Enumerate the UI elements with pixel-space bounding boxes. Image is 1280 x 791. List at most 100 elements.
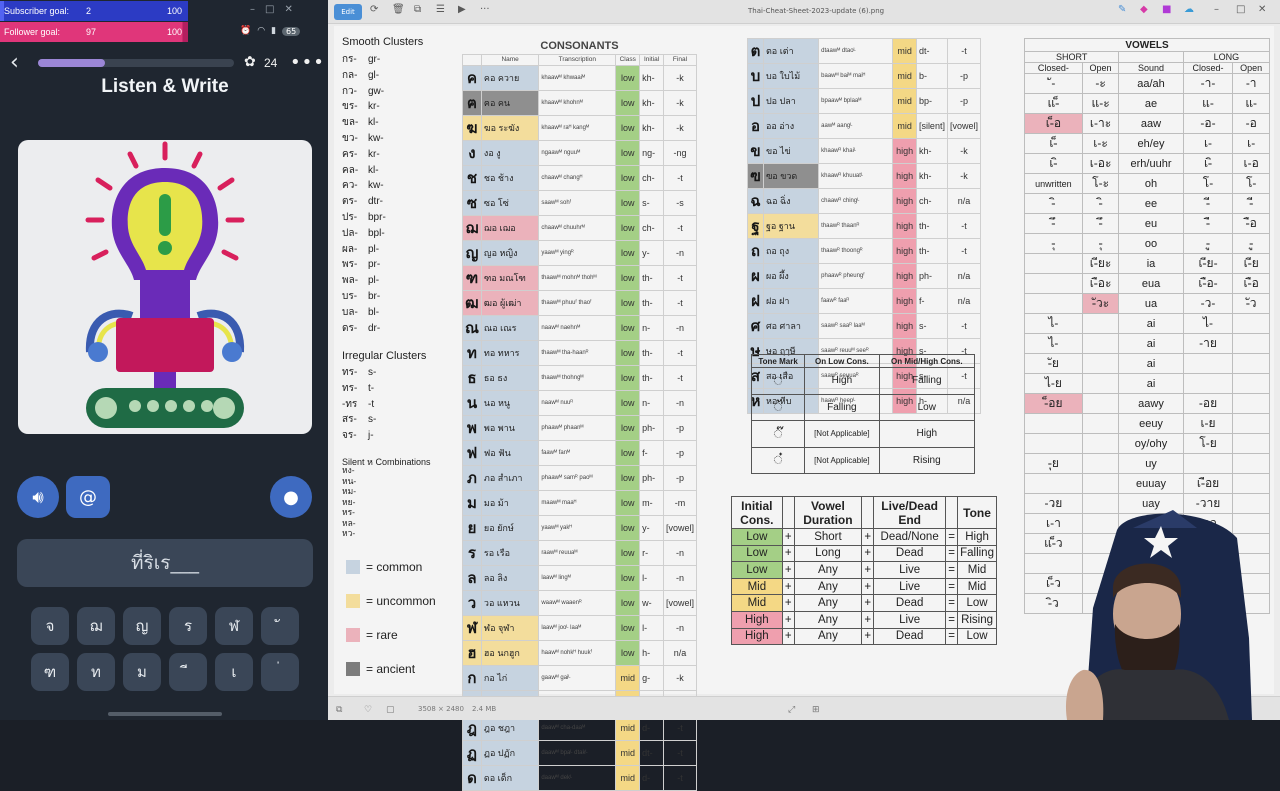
cluster-thai: พร- bbox=[342, 259, 358, 271]
edit-button[interactable]: Edit bbox=[334, 4, 362, 20]
close-icon[interactable]: ✕ bbox=[284, 4, 293, 15]
vowel-form: ไ- bbox=[1024, 313, 1083, 334]
consonant-final: -k bbox=[662, 664, 698, 691]
cloud-icon[interactable]: ☁ bbox=[1184, 4, 1194, 15]
consonant-final: -p bbox=[946, 63, 982, 89]
app-icon-3[interactable]: ■ bbox=[1162, 4, 1172, 15]
tone-rule-cell: Any bbox=[793, 594, 863, 612]
app-icon-1[interactable]: ✎ bbox=[1118, 4, 1127, 15]
tone-rule-cell: + bbox=[781, 577, 795, 596]
key-button[interactable]: ี bbox=[169, 653, 207, 691]
cluster-thai: ขล- bbox=[342, 117, 359, 129]
consonant-final: -n bbox=[662, 239, 698, 266]
consonant-class: mid bbox=[892, 63, 917, 89]
key-button[interactable]: ท bbox=[77, 653, 115, 691]
adjust-icon[interactable]: ☰ bbox=[436, 4, 445, 15]
vowel-form: -็อย bbox=[1024, 393, 1083, 414]
hint-button[interactable]: ● bbox=[270, 476, 312, 518]
zoom-icon[interactable]: ⊞ bbox=[812, 705, 820, 715]
app-icon-2[interactable]: ◆ bbox=[1140, 4, 1148, 15]
vowel-sound: eua bbox=[1118, 273, 1184, 294]
minimize-icon[interactable]: – bbox=[250, 4, 255, 15]
vowel-sound: ai bbox=[1118, 313, 1184, 334]
vowel-form: -ู bbox=[1182, 233, 1234, 254]
consonant-row: ปปอ ปลา bpaawᴹ bplaaᴹ mid bp- -p bbox=[747, 88, 982, 114]
more-options-icon[interactable]: ••• bbox=[290, 52, 325, 73]
back-arrow-icon[interactable]: ‹ bbox=[10, 50, 19, 75]
consonant-final: -n bbox=[662, 314, 698, 341]
consonant-initial: ch- bbox=[915, 188, 948, 214]
vowel-form: -ือ bbox=[1232, 213, 1270, 234]
consonant-initial: kh- bbox=[915, 138, 948, 164]
consonant-letter: ด bbox=[462, 764, 482, 791]
lightbulb-robot-illustration bbox=[18, 140, 312, 434]
consonant-transcription: gaawᴹ gaiᴸ bbox=[538, 664, 617, 691]
tone-rule-cell: + bbox=[861, 544, 875, 563]
consonant-header: Final bbox=[662, 53, 698, 66]
favorite-icon[interactable]: ♡ bbox=[364, 705, 373, 715]
vowel-form bbox=[1232, 473, 1270, 494]
key-button[interactable]: ม bbox=[123, 653, 161, 691]
tone-rule-cell: + bbox=[781, 594, 795, 612]
play-audio-button[interactable]: 🔊︎ bbox=[17, 476, 59, 518]
vowel-form: ั- bbox=[1024, 73, 1083, 94]
cluster-item: ปล-bpl- bbox=[342, 226, 386, 242]
viewer-close-icon[interactable]: ✕ bbox=[1258, 4, 1267, 15]
vowel-row: -็อย aawy -อย bbox=[1024, 393, 1270, 414]
vowel-form: โ- bbox=[1232, 173, 1270, 194]
delete-icon[interactable]: 🗑︎ bbox=[392, 4, 405, 15]
vowel-subheader: Closed- bbox=[1182, 62, 1234, 74]
key-button[interactable]: ฬ bbox=[215, 607, 253, 645]
maximize-icon[interactable]: □ bbox=[265, 4, 275, 15]
consonant-class: low bbox=[615, 89, 641, 116]
rotate-icon[interactable]: ⟳ bbox=[370, 4, 379, 15]
cluster-item: พล-pl- bbox=[342, 273, 386, 289]
vowel-form: เ-็อ bbox=[1024, 113, 1083, 134]
consonant-transcription: daawᴹ dekᴸ bbox=[538, 764, 617, 791]
key-button[interactable]: ญ bbox=[123, 607, 161, 645]
scrollbar-thumb[interactable] bbox=[108, 712, 222, 716]
tone-rule-cell: Mid bbox=[731, 594, 783, 612]
folder-icon[interactable]: ▢ bbox=[386, 705, 395, 715]
slideshow-icon[interactable]: ▶ bbox=[458, 4, 466, 15]
vowel-form: -ิ bbox=[1024, 193, 1083, 214]
silent-combination: หร- bbox=[342, 507, 355, 517]
cluster-item: ดร-dr- bbox=[342, 321, 386, 337]
slow-audio-button[interactable]: @ bbox=[66, 476, 110, 518]
consonant-letter: น bbox=[462, 389, 482, 416]
vowel-form bbox=[1182, 453, 1234, 474]
consonant-transcription: waawᴹ waaenᴿ bbox=[538, 589, 617, 616]
cluster-item: คร-kr- bbox=[342, 147, 386, 163]
viewer-maximize-icon[interactable]: □ bbox=[1236, 4, 1246, 15]
vowel-sound: ia bbox=[1118, 253, 1184, 274]
cluster-item: บล-bl- bbox=[342, 305, 386, 321]
key-button[interactable]: ่ bbox=[261, 653, 299, 691]
info-icon[interactable]: ⧉ bbox=[336, 705, 343, 715]
copy-icon[interactable]: ⧉ bbox=[414, 4, 422, 15]
consonant-initial: w- bbox=[639, 589, 664, 616]
consonant-letter: ฅ bbox=[462, 89, 482, 116]
cluster-item: สร-s- bbox=[342, 412, 376, 428]
answer-field[interactable]: ที่ริเร___ bbox=[17, 539, 313, 587]
tone-rule-header: Initial Cons. bbox=[731, 496, 783, 529]
key-button[interactable]: ฌ bbox=[77, 607, 115, 645]
consonant-row: ชชอ ช้าง chaawᴹ changᴴ low ch- -t bbox=[462, 164, 698, 191]
tone-marks-table: Tone Mark On Low Cons. On Mid/High Cons. ◌… bbox=[750, 354, 976, 474]
key-button[interactable]: ฑ bbox=[31, 653, 69, 691]
tone-rule-cell: Live bbox=[873, 577, 947, 596]
vowel-sound: oy/ohy bbox=[1118, 433, 1184, 454]
key-button[interactable]: ั bbox=[261, 607, 299, 645]
tone-mark-row: ◌๊ [Not Applicable] High bbox=[750, 420, 976, 448]
consonant-row: ซซอ โซ่ saawᴹ sohᶠ low s- -s bbox=[462, 189, 698, 216]
fit-icon[interactable]: ⤢ bbox=[788, 705, 796, 715]
key-button[interactable]: จ bbox=[31, 607, 69, 645]
viewer-minimize-icon[interactable]: – bbox=[1214, 4, 1219, 15]
more-icon[interactable]: ··· bbox=[480, 4, 490, 15]
key-button[interactable]: ร bbox=[169, 607, 207, 645]
tone-rule-cell: High bbox=[957, 528, 997, 546]
vowel-form: -ิ bbox=[1081, 193, 1120, 214]
key-button[interactable]: เ bbox=[215, 653, 253, 691]
consonant-name: ขอ ไข่ bbox=[762, 138, 820, 164]
consonant-initial: th- bbox=[639, 264, 664, 291]
consonant-letter: ผ bbox=[747, 263, 764, 289]
